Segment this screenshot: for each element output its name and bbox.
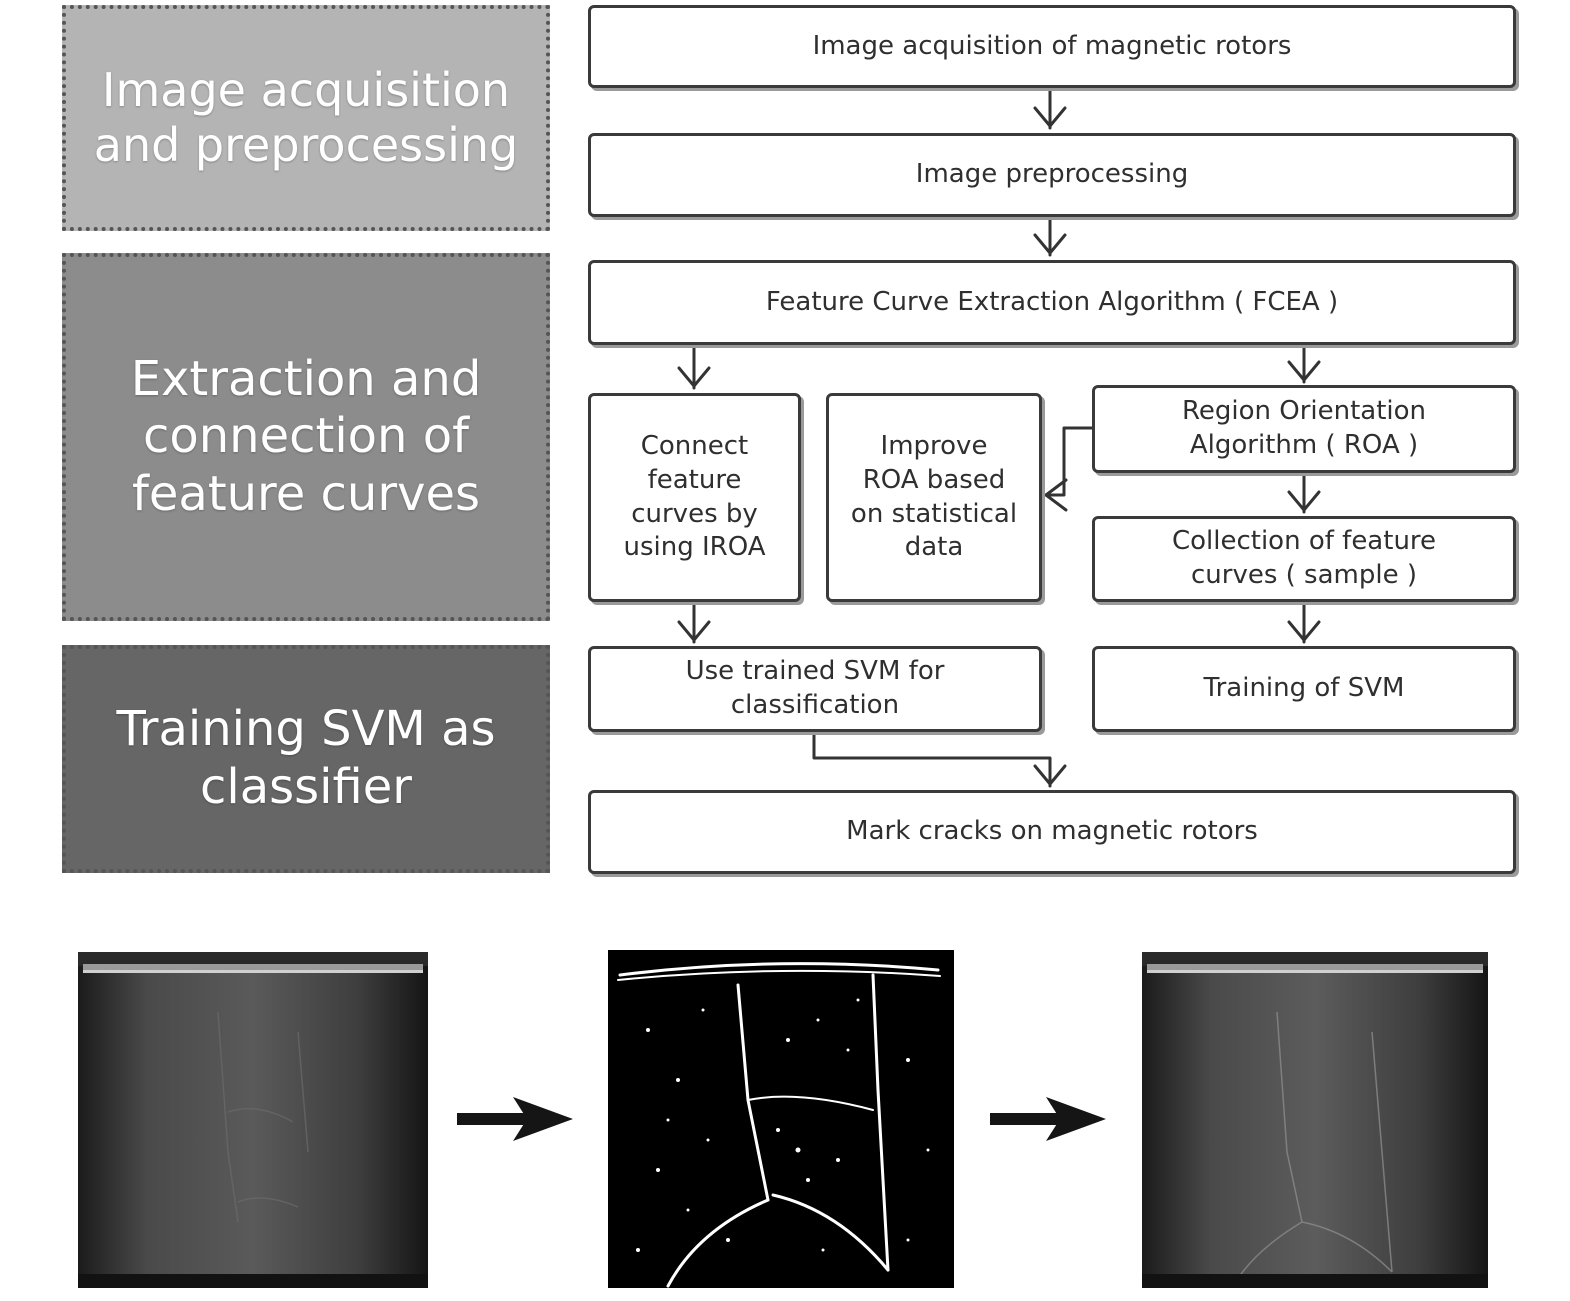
arrow-right-icon [457,1097,573,1141]
step-image-preprocessing: Image preprocessing [588,133,1516,217]
rotor-marked-cracks-image [1142,952,1488,1288]
step-collection-feature-curves: Collection of feature curves ( sample ) [1092,516,1516,602]
step-connect-feature-curves: Connect feature curves by using IROA [588,393,801,602]
rotor-original-image [78,952,428,1288]
step-roa: Region Orientation Algorithm ( ROA ) [1092,385,1516,473]
step-image-acquisition: Image acquisition of magnetic rotors [588,5,1516,88]
step-fcea: Feature Curve Extraction Algorithm ( FCE… [588,260,1516,345]
step-improve-roa: Improve ROA based on statistical data [826,393,1042,602]
step-use-trained-svm: Use trained SVM for classification [588,646,1042,732]
step-mark-cracks: Mark cracks on magnetic rotors [588,790,1516,874]
stage-feature-curves: Extraction and connection of feature cur… [62,253,550,621]
stage-training-svm: Training SVM as classifier [62,645,550,873]
rotor-feature-curves-image [608,950,954,1288]
stage-image-acquisition: Image acquisition and preprocessing [62,5,550,231]
step-training-svm: Training of SVM [1092,646,1516,732]
arrow-right-icon [990,1097,1106,1141]
